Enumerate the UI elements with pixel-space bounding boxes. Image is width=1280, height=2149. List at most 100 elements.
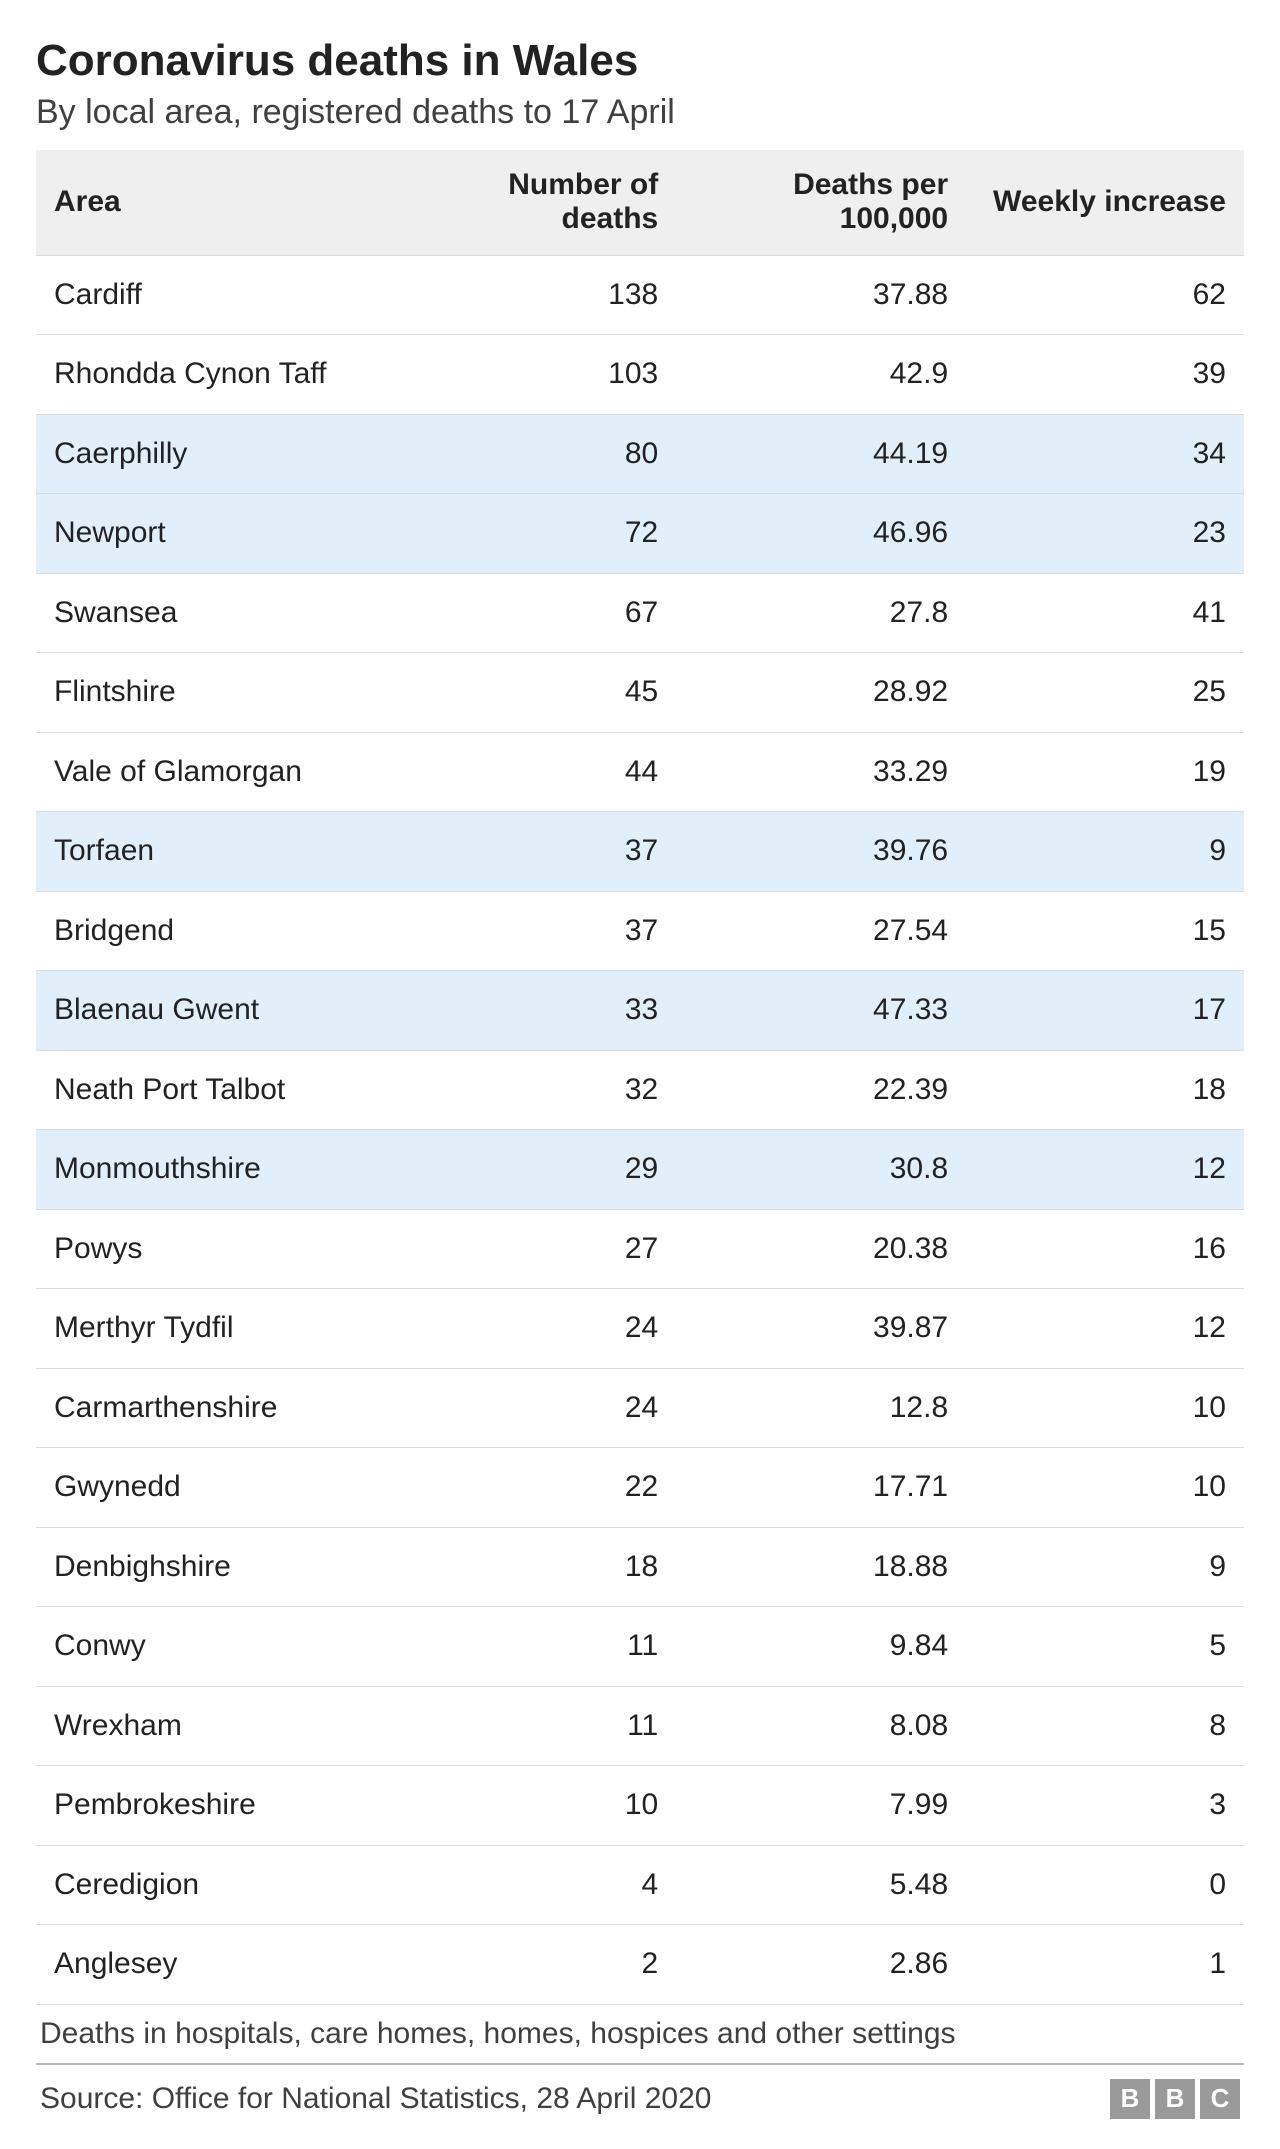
cell-deaths: 4 (386, 1845, 676, 1925)
cell-deaths: 44 (386, 732, 676, 812)
cell-area: Neath Port Talbot (36, 1050, 386, 1130)
cell-deaths: 24 (386, 1289, 676, 1369)
table-row: Carmarthenshire2412.810 (36, 1368, 1244, 1448)
cell-weekly: 10 (966, 1368, 1244, 1448)
cell-area: Blaenau Gwent (36, 971, 386, 1051)
cell-weekly: 39 (966, 335, 1244, 415)
source-row: Source: Office for National Statistics, … (36, 2065, 1244, 2119)
cell-area: Merthyr Tydfil (36, 1289, 386, 1369)
table-row: Conwy119.845 (36, 1607, 1244, 1687)
table-row: Cardiff13837.8862 (36, 255, 1244, 335)
cell-weekly: 10 (966, 1448, 1244, 1528)
cell-deaths: 24 (386, 1368, 676, 1448)
cell-per100k: 18.88 (676, 1527, 966, 1607)
cell-deaths: 72 (386, 494, 676, 574)
cell-area: Monmouthshire (36, 1130, 386, 1210)
cell-weekly: 19 (966, 732, 1244, 812)
cell-area: Pembrokeshire (36, 1766, 386, 1846)
cell-area: Caerphilly (36, 414, 386, 494)
cell-deaths: 138 (386, 255, 676, 335)
col-header-deaths[interactable]: Number of deaths (386, 150, 676, 256)
table-row: Pembrokeshire107.993 (36, 1766, 1244, 1846)
table-row: Swansea6727.841 (36, 573, 1244, 653)
cell-per100k: 27.8 (676, 573, 966, 653)
table-row: Caerphilly8044.1934 (36, 414, 1244, 494)
cell-weekly: 5 (966, 1607, 1244, 1687)
cell-per100k: 5.48 (676, 1845, 966, 1925)
col-header-per[interactable]: Deaths per 100,000 (676, 150, 966, 256)
cell-per100k: 8.08 (676, 1686, 966, 1766)
cell-per100k: 28.92 (676, 653, 966, 733)
page-subtitle: By local area, registered deaths to 17 A… (36, 93, 1244, 132)
cell-area: Gwynedd (36, 1448, 386, 1528)
cell-weekly: 12 (966, 1289, 1244, 1369)
cell-weekly: 3 (966, 1766, 1244, 1846)
data-table: Area Number of deaths Deaths per 100,000… (36, 150, 1244, 2005)
col-header-weekly[interactable]: Weekly increase (966, 150, 1244, 256)
table-body: Cardiff13837.8862Rhondda Cynon Taff10342… (36, 255, 1244, 2004)
cell-deaths: 27 (386, 1209, 676, 1289)
cell-per100k: 17.71 (676, 1448, 966, 1528)
cell-weekly: 41 (966, 573, 1244, 653)
cell-area: Powys (36, 1209, 386, 1289)
bbc-logo: B B C (1110, 2079, 1240, 2119)
cell-deaths: 80 (386, 414, 676, 494)
cell-deaths: 37 (386, 891, 676, 971)
cell-weekly: 62 (966, 255, 1244, 335)
cell-deaths: 33 (386, 971, 676, 1051)
cell-per100k: 2.86 (676, 1925, 966, 2005)
cell-per100k: 22.39 (676, 1050, 966, 1130)
cell-area: Flintshire (36, 653, 386, 733)
bbc-logo-letter: B (1110, 2079, 1150, 2119)
cell-weekly: 0 (966, 1845, 1244, 1925)
table-row: Torfaen3739.769 (36, 812, 1244, 892)
cell-per100k: 37.88 (676, 255, 966, 335)
cell-area: Anglesey (36, 1925, 386, 2005)
cell-per100k: 20.38 (676, 1209, 966, 1289)
cell-per100k: 46.96 (676, 494, 966, 574)
cell-area: Denbighshire (36, 1527, 386, 1607)
col-header-area[interactable]: Area (36, 150, 386, 256)
cell-deaths: 103 (386, 335, 676, 415)
table-row: Powys2720.3816 (36, 1209, 1244, 1289)
table-row: Ceredigion45.480 (36, 1845, 1244, 1925)
cell-deaths: 22 (386, 1448, 676, 1528)
cell-weekly: 25 (966, 653, 1244, 733)
cell-deaths: 10 (386, 1766, 676, 1846)
cell-per100k: 39.76 (676, 812, 966, 892)
cell-deaths: 18 (386, 1527, 676, 1607)
cell-weekly: 12 (966, 1130, 1244, 1210)
cell-area: Newport (36, 494, 386, 574)
cell-per100k: 39.87 (676, 1289, 966, 1369)
cell-weekly: 16 (966, 1209, 1244, 1289)
table-row: Vale of Glamorgan4433.2919 (36, 732, 1244, 812)
cell-weekly: 1 (966, 1925, 1244, 2005)
table-row: Blaenau Gwent3347.3317 (36, 971, 1244, 1051)
table-row: Merthyr Tydfil2439.8712 (36, 1289, 1244, 1369)
cell-per100k: 7.99 (676, 1766, 966, 1846)
cell-area: Torfaen (36, 812, 386, 892)
cell-deaths: 2 (386, 1925, 676, 2005)
source-text: Source: Office for National Statistics, … (40, 2082, 711, 2116)
table-row: Newport7246.9623 (36, 494, 1244, 574)
cell-area: Conwy (36, 1607, 386, 1687)
table-row: Rhondda Cynon Taff10342.939 (36, 335, 1244, 415)
table-row: Flintshire4528.9225 (36, 653, 1244, 733)
table-header-row: Area Number of deaths Deaths per 100,000… (36, 150, 1244, 256)
cell-per100k: 9.84 (676, 1607, 966, 1687)
cell-weekly: 18 (966, 1050, 1244, 1130)
cell-weekly: 23 (966, 494, 1244, 574)
cell-area: Rhondda Cynon Taff (36, 335, 386, 415)
cell-weekly: 15 (966, 891, 1244, 971)
cell-weekly: 9 (966, 1527, 1244, 1607)
cell-deaths: 67 (386, 573, 676, 653)
cell-deaths: 32 (386, 1050, 676, 1130)
cell-area: Vale of Glamorgan (36, 732, 386, 812)
cell-weekly: 34 (966, 414, 1244, 494)
cell-per100k: 42.9 (676, 335, 966, 415)
table-container: Coronavirus deaths in Wales By local are… (0, 0, 1280, 2149)
cell-area: Wrexham (36, 1686, 386, 1766)
footnote: Deaths in hospitals, care homes, homes, … (36, 2005, 1244, 2065)
cell-per100k: 12.8 (676, 1368, 966, 1448)
cell-area: Swansea (36, 573, 386, 653)
